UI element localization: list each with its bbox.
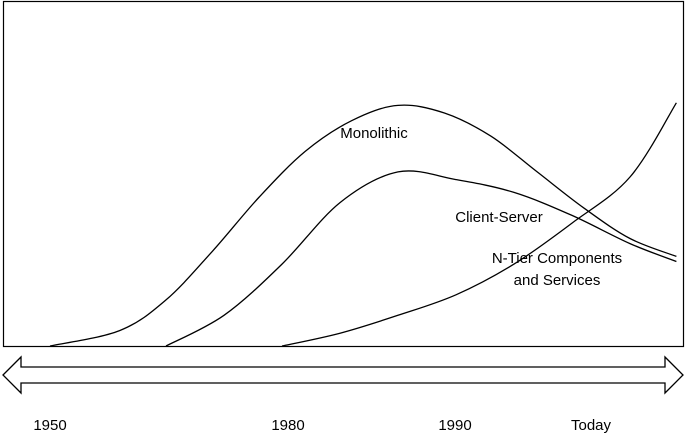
x-tick-label-1950: 1950 bbox=[33, 417, 66, 434]
curve-n-tier bbox=[281, 102, 677, 347]
curve-monolithic bbox=[49, 104, 677, 347]
series-label-n-tier-line-1: N-Tier Components bbox=[492, 250, 622, 267]
x-tick-label-1980: 1980 bbox=[271, 417, 304, 434]
series-label-monolithic: Monolithic bbox=[340, 125, 408, 142]
x-tick-label-1990: 1990 bbox=[438, 417, 471, 434]
x-tick-label-today: Today bbox=[571, 417, 612, 434]
plot-frame bbox=[2, 0, 685, 348]
series-label-n-tier-line-2: and Services bbox=[514, 272, 601, 289]
series-label-client-server: Client-Server bbox=[455, 209, 543, 226]
curve-client-server bbox=[165, 170, 677, 347]
timeline-double-arrow bbox=[2, 355, 684, 395]
